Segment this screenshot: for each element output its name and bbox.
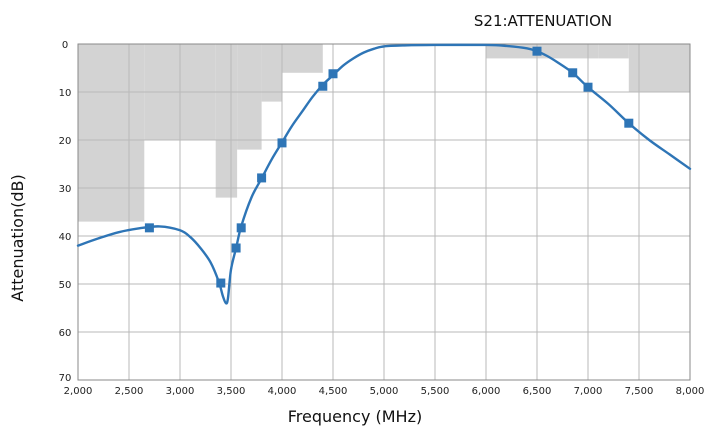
x-tick-labels: 2,000 2,500 3,000 3,500 4,000 4,500 5,000 5,500… — [64, 386, 705, 397]
mask-region-4 — [237, 44, 262, 150]
mask-region-9 — [628, 44, 690, 92]
data-marker — [328, 69, 338, 79]
data-marker — [277, 138, 287, 148]
mask-region-0 — [78, 44, 145, 222]
data-markers — [144, 46, 634, 288]
x-axis-label: Frequency (MHz) — [288, 407, 422, 426]
x-tick-label: 5,500 — [421, 386, 450, 397]
x-tick-label: 3,000 — [166, 386, 195, 397]
data-marker — [144, 223, 154, 233]
x-tick-label: 4,000 — [268, 386, 297, 397]
mask-regions — [78, 44, 690, 222]
x-tick-label: 2,000 — [64, 386, 93, 397]
x-tick-label: 6,500 — [523, 386, 552, 397]
y-tick-label: 30 — [59, 184, 72, 195]
mask-region-3 — [215, 44, 238, 198]
x-tick-label: 3,500 — [217, 386, 246, 397]
plot-border — [77, 43, 691, 381]
data-marker — [532, 46, 542, 56]
x-tick-label: 5,000 — [370, 386, 399, 397]
data-marker — [568, 68, 578, 78]
chart-title: S21:ATTENUATION — [474, 12, 612, 30]
x-tick-label: 2,500 — [115, 386, 144, 397]
x-tick-label: 7,500 — [625, 386, 654, 397]
y-tick-labels: 0 10 20 30 40 50 60 70 — [59, 40, 72, 384]
y-tick-label: 10 — [59, 88, 72, 99]
data-marker — [231, 243, 241, 253]
x-tick-label: 7,000 — [574, 386, 603, 397]
series-line-0 — [76, 43, 692, 305]
data-marker — [318, 81, 328, 91]
y-tick-label: 50 — [59, 280, 72, 291]
mask-region-8 — [598, 44, 629, 59]
y-axis-label: Attenuation(dB) — [8, 174, 27, 301]
data-marker — [624, 118, 634, 128]
data-marker — [236, 223, 246, 233]
data-marker — [216, 278, 226, 288]
mask-region-5 — [261, 44, 282, 102]
y-tick-label: 20 — [59, 136, 72, 147]
y-tick-label: 40 — [59, 232, 72, 243]
x-tick-label: 6,000 — [472, 386, 501, 397]
y-tick-label: 60 — [59, 328, 72, 339]
series-lines — [76, 43, 692, 305]
y-tick-label: 0 — [62, 40, 68, 51]
x-tick-label: 8,000 — [676, 386, 705, 397]
y-tick-label: 70 — [59, 373, 72, 384]
data-marker — [583, 82, 593, 92]
mask-region-6 — [282, 44, 323, 73]
data-marker — [257, 173, 267, 183]
x-tick-label: 4,500 — [319, 386, 348, 397]
